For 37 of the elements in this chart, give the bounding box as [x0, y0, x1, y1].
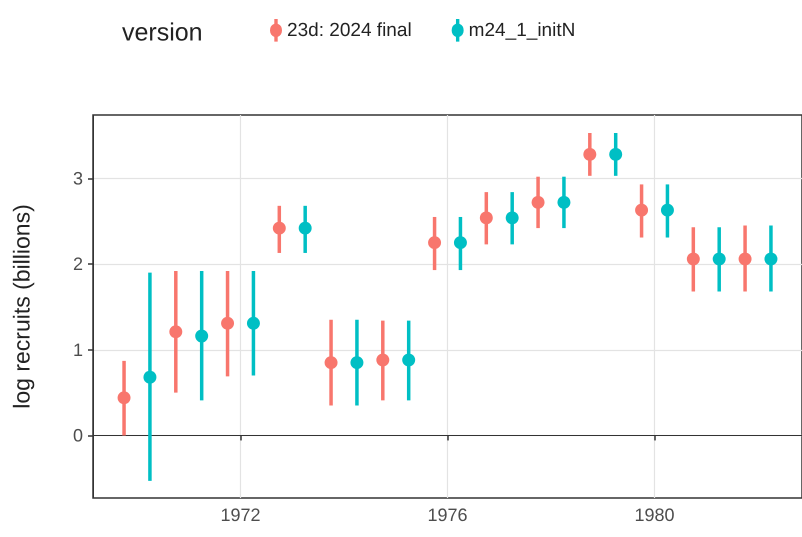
- y-tick-label: 2: [72, 254, 83, 274]
- point: [660, 204, 674, 217]
- point: [350, 356, 364, 370]
- y-axis-title: log recruits (billions): [8, 204, 34, 409]
- point: [376, 354, 390, 367]
- point: [712, 252, 726, 266]
- point: [118, 391, 131, 404]
- point: [532, 196, 545, 209]
- point: [609, 148, 622, 161]
- point: [454, 236, 467, 250]
- point: [686, 252, 700, 266]
- legend-label: 23d: 2024 final: [287, 20, 412, 41]
- y-tick-label: 3: [72, 168, 83, 188]
- point: [635, 204, 648, 217]
- point: [557, 196, 570, 209]
- legend-title: version: [122, 18, 203, 46]
- point: [480, 211, 493, 224]
- y-tick-label: 1: [72, 340, 83, 360]
- point: [324, 356, 338, 370]
- point: [221, 316, 234, 330]
- x-tick-label: 1972: [220, 505, 261, 525]
- point: [402, 354, 416, 367]
- x-tick-label: 1980: [634, 505, 675, 525]
- legend-label: m24_1_initN: [468, 20, 576, 41]
- point: [195, 330, 208, 343]
- point: [506, 211, 519, 224]
- y-tick-label: 0: [72, 425, 83, 446]
- point: [143, 370, 156, 384]
- point: [298, 222, 312, 235]
- point: [272, 222, 286, 235]
- point: [169, 325, 182, 338]
- point: [246, 316, 260, 330]
- point: [738, 252, 752, 266]
- x-tick-label: 1976: [427, 505, 468, 525]
- point: [583, 148, 596, 161]
- point: [428, 236, 442, 250]
- point: [764, 252, 778, 266]
